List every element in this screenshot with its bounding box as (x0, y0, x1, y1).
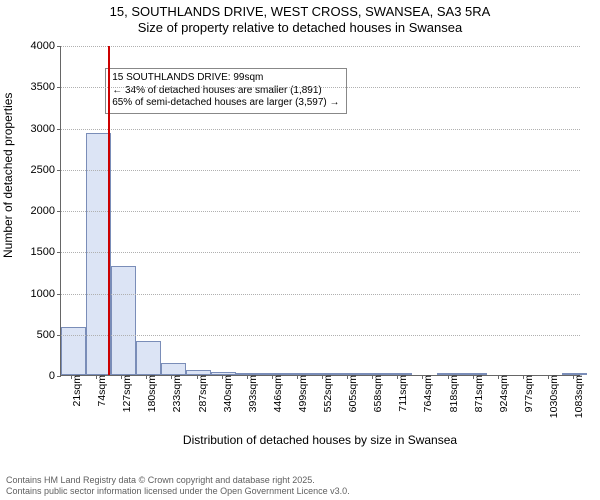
title-line-1: 15, SOUTHLANDS DRIVE, WEST CROSS, SWANSE… (0, 4, 600, 20)
xtick-label: 180sqm (146, 375, 158, 412)
xtick-label: 1030sqm (548, 375, 560, 418)
gridline-h (61, 170, 580, 171)
gridline-h (61, 87, 580, 88)
ytick-label: 4000 (31, 40, 61, 52)
xtick-label: 499sqm (297, 375, 309, 412)
refbox-line-1: 15 SOUTHLANDS DRIVE: 99sqm (112, 72, 339, 85)
ytick-label: 3000 (31, 123, 61, 135)
xtick-label: 658sqm (372, 375, 384, 412)
xtick-label: 818sqm (448, 375, 460, 412)
ytick-label: 0 (49, 370, 61, 382)
xtick-label: 446sqm (272, 375, 284, 412)
xtick-label: 711sqm (397, 375, 409, 412)
reference-vline (108, 46, 110, 375)
gridline-h (61, 294, 580, 295)
xtick-label: 393sqm (247, 375, 259, 412)
xtick-label: 127sqm (121, 375, 133, 412)
xtick-label: 233sqm (171, 375, 183, 412)
ytick-label: 500 (37, 329, 61, 341)
gridline-h (61, 211, 580, 212)
chart-container: Number of detached properties 15 SOUTHLA… (0, 40, 600, 460)
title-line-2: Size of property relative to detached ho… (0, 20, 600, 36)
chart-title: 15, SOUTHLANDS DRIVE, WEST CROSS, SWANSE… (0, 0, 600, 37)
ytick-label: 3500 (31, 81, 61, 93)
xtick-label: 871sqm (473, 375, 485, 412)
ytick-label: 1000 (31, 288, 61, 300)
ytick-label: 2500 (31, 164, 61, 176)
xtick-label: 552sqm (322, 375, 334, 412)
footer-line-1: Contains HM Land Registry data © Crown c… (6, 475, 350, 486)
xtick-label: 21sqm (71, 375, 83, 407)
y-axis-label: Number of detached properties (1, 242, 15, 258)
ytick-label: 1500 (31, 246, 61, 258)
xtick-label: 340sqm (222, 375, 234, 412)
xtick-label: 74sqm (96, 375, 108, 407)
xtick-label: 287sqm (197, 375, 209, 412)
attribution-footer: Contains HM Land Registry data © Crown c… (6, 475, 350, 497)
xtick-label: 924sqm (498, 375, 510, 412)
xtick-label: 1083sqm (573, 375, 585, 418)
gridline-h (61, 335, 580, 336)
refbox-line-3: 65% of semi-detached houses are larger (… (112, 97, 339, 110)
histogram-bar (111, 266, 136, 375)
footer-line-2: Contains public sector information licen… (6, 486, 350, 497)
reference-annotation-box: 15 SOUTHLANDS DRIVE: 99sqm ← 34% of deta… (105, 68, 346, 114)
gridline-h (61, 46, 580, 47)
xtick-label: 764sqm (422, 375, 434, 412)
xtick-label: 605sqm (347, 375, 359, 412)
x-axis-label: Distribution of detached houses by size … (60, 433, 580, 447)
gridline-h (61, 129, 580, 130)
ytick-label: 2000 (31, 205, 61, 217)
plot-area: 15 SOUTHLANDS DRIVE: 99sqm ← 34% of deta… (60, 46, 580, 376)
histogram-bar (136, 341, 161, 375)
histogram-bar (161, 363, 186, 375)
xtick-label: 977sqm (523, 375, 535, 412)
gridline-h (61, 252, 580, 253)
